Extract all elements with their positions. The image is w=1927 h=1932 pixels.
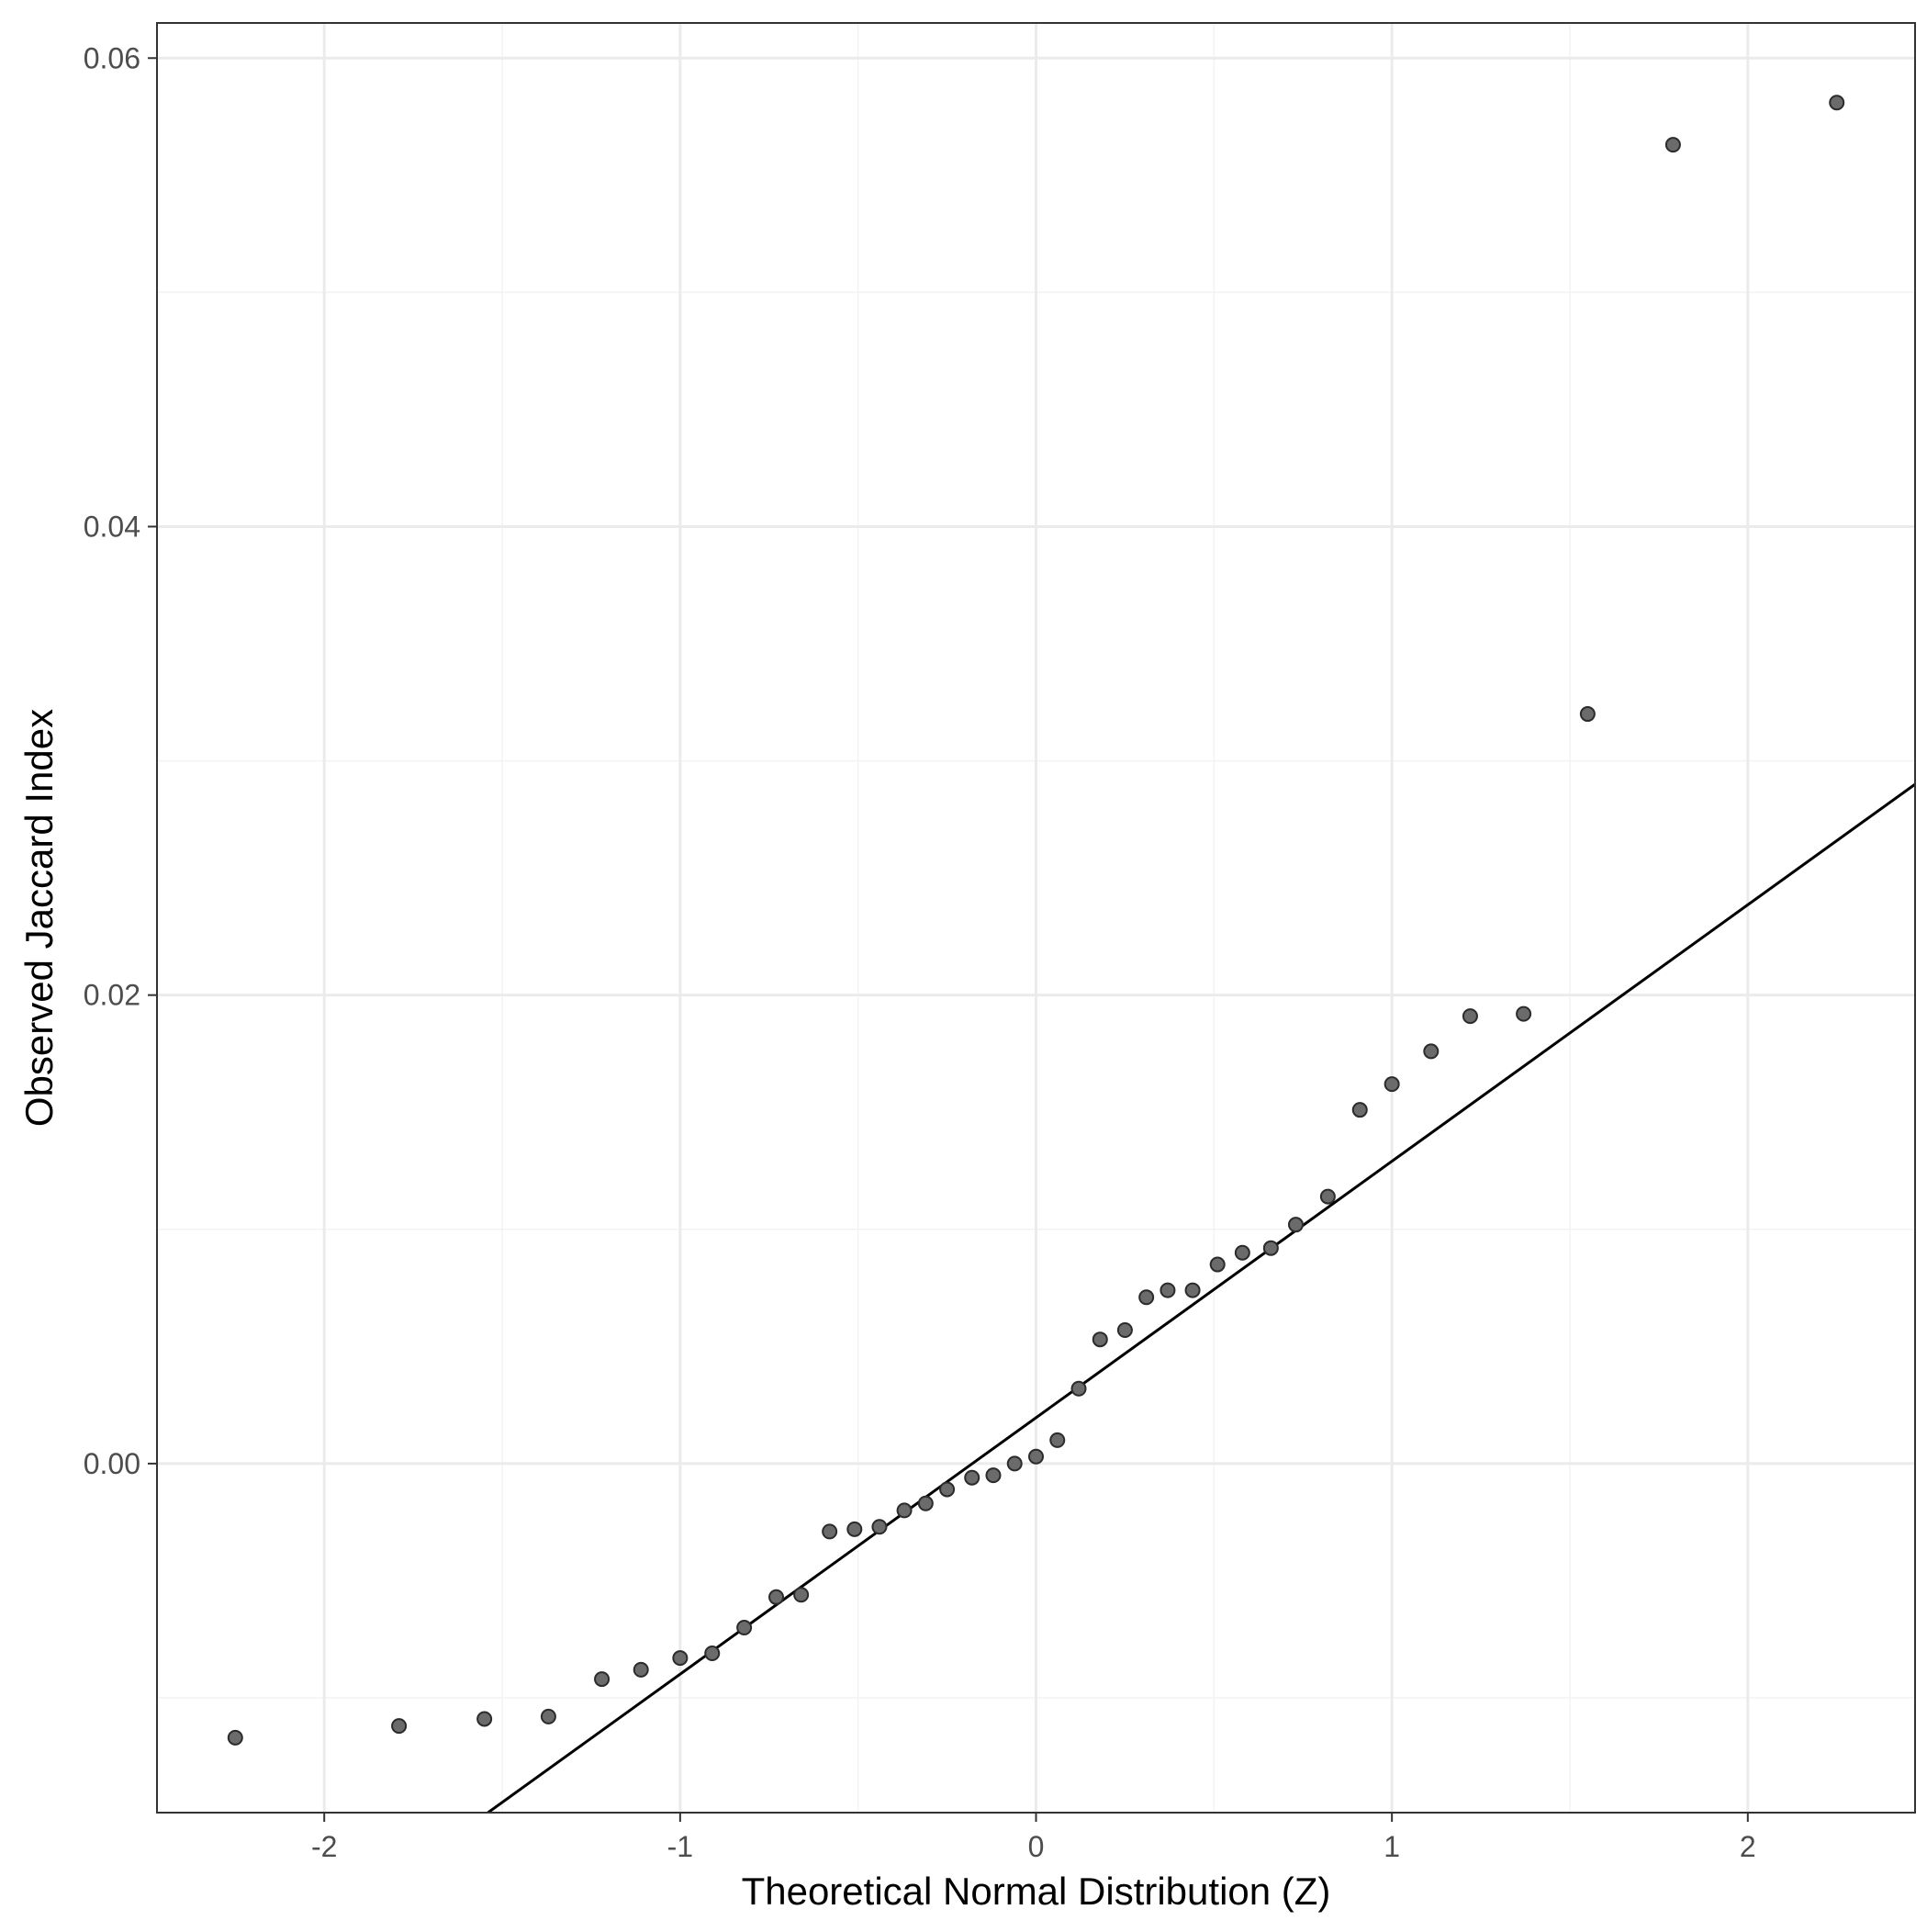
data-point (793, 1587, 810, 1603)
data-point (1351, 1102, 1368, 1118)
data-point (1049, 1432, 1066, 1448)
major-gridlines (157, 23, 1915, 1813)
x-tick-label: 1 (1384, 1830, 1400, 1863)
data-point (964, 1469, 980, 1486)
x-tick-label: 0 (1028, 1830, 1045, 1863)
x-tick-label: -2 (311, 1830, 337, 1863)
data-point (1579, 706, 1596, 723)
y-axis-title: Observed Jaccard Index (17, 709, 61, 1127)
data-point (1070, 1380, 1087, 1397)
data-point (1138, 1289, 1155, 1306)
data-point (939, 1481, 956, 1498)
data-point (896, 1502, 913, 1519)
data-point (736, 1619, 753, 1635)
data-point (1423, 1043, 1440, 1060)
data-point (768, 1589, 785, 1605)
data-point (822, 1523, 838, 1540)
data-point (1516, 1005, 1532, 1022)
x-tick-label: -1 (667, 1830, 693, 1863)
data-point (1234, 1244, 1250, 1261)
data-point (633, 1661, 649, 1678)
data-point (391, 1718, 408, 1735)
x-tick-label: 2 (1740, 1830, 1756, 1863)
data-point (871, 1519, 888, 1535)
data-point (1384, 1076, 1400, 1093)
data-point (540, 1708, 556, 1724)
data-point (985, 1467, 1002, 1484)
reference-line-layer (487, 782, 1915, 1813)
data-point (1006, 1455, 1023, 1472)
data-point (1209, 1256, 1226, 1273)
data-point (704, 1646, 721, 1662)
data-point (1287, 1217, 1304, 1233)
data-point (476, 1711, 493, 1727)
data-point (1462, 1008, 1478, 1025)
y-tick-label: 0.04 (84, 510, 140, 543)
data-point (227, 1729, 243, 1746)
data-point (1262, 1240, 1279, 1256)
data-point (1664, 137, 1681, 153)
scatter-points-layer (227, 95, 1845, 1746)
data-point (1829, 95, 1845, 111)
data-point (1160, 1282, 1176, 1298)
y-axis-ticks: 0.00 0.02 0.04 0.06 (84, 41, 157, 1480)
data-point (917, 1495, 934, 1511)
data-point (1028, 1448, 1044, 1465)
data-point (594, 1671, 611, 1688)
data-point (1184, 1282, 1201, 1298)
data-point (1116, 1321, 1133, 1338)
data-point (846, 1521, 863, 1537)
y-tick-label: 0.02 (84, 979, 140, 1012)
data-point (672, 1650, 689, 1667)
y-tick-label: 0.00 (84, 1447, 140, 1480)
y-tick-label: 0.06 (84, 41, 140, 74)
data-point (1092, 1331, 1108, 1348)
x-axis-title: Theoretical Normal Distribution (Z) (742, 1870, 1331, 1913)
x-axis-ticks: -2 -1 0 1 2 (311, 1813, 1756, 1863)
reference-line (487, 782, 1915, 1813)
data-point (1319, 1188, 1336, 1205)
